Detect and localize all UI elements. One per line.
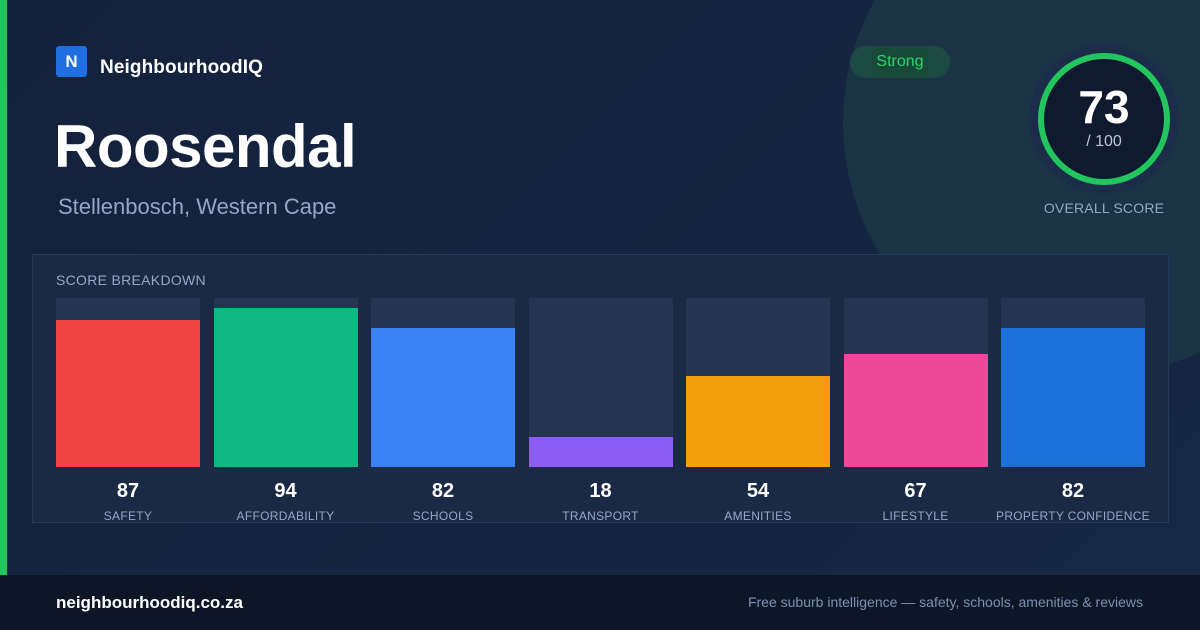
bar-fill bbox=[843, 354, 988, 467]
score-card: N NeighbourhoodIQ Roosendal Stellenbosch… bbox=[0, 0, 1200, 575]
breakdown-title: SCORE BREAKDOWN bbox=[56, 272, 206, 288]
breakdown-item-safety: 87 SAFETY bbox=[56, 298, 200, 523]
overall-score-ring: 73 / 100 bbox=[1029, 44, 1179, 194]
bar-value: 18 bbox=[589, 480, 612, 502]
bar-fill bbox=[1001, 328, 1145, 467]
breakdown-item-property-confidence: 82 PROPERTY CONFIDENCE bbox=[996, 298, 1150, 523]
rating-badge-label: Strong bbox=[876, 53, 924, 70]
bar-fill bbox=[686, 376, 830, 467]
bar-label: SAFETY bbox=[103, 509, 153, 523]
bar-fill bbox=[56, 320, 200, 467]
bar-label: AMENITIES bbox=[724, 509, 792, 523]
bar-label: SCHOOLS bbox=[412, 509, 474, 523]
bar-track bbox=[1001, 298, 1145, 467]
bar-value: 67 bbox=[904, 480, 927, 502]
overall-score-caption: OVERALL SCORE bbox=[1043, 200, 1165, 216]
score-ring-icon bbox=[1029, 44, 1179, 194]
bar-label: LIFESTYLE bbox=[882, 509, 949, 523]
breakdown-item-lifestyle: 67 LIFESTYLE bbox=[843, 298, 988, 523]
breakdown-item-amenities: 54 AMENITIES bbox=[686, 298, 830, 523]
bar-value: 82 bbox=[1061, 480, 1085, 502]
breakdown-item-affordability: 94 AFFORDABILITY bbox=[213, 298, 358, 523]
bar-track bbox=[528, 298, 673, 467]
footer-url: neighbourhoodiq.co.za bbox=[56, 593, 243, 612]
bar-fill bbox=[371, 328, 515, 467]
bar-fill bbox=[213, 308, 358, 467]
bar-label: TRANSPORT bbox=[562, 509, 639, 523]
rating-badge: Strong bbox=[850, 46, 950, 78]
brand-name: NeighbourhoodIQ bbox=[100, 57, 263, 78]
bar-label: PROPERTY CONFIDENCE bbox=[996, 509, 1150, 523]
score-breakdown-panel: SCORE BREAKDOWN 87 SAFETY 94 AFFORDABILITY 8… bbox=[32, 254, 1169, 523]
breakdown-item-transport: 18 TRANSPORT bbox=[528, 298, 673, 523]
suburb-region: Stellenbosch, Western Cape bbox=[58, 194, 337, 219]
bar-value: 54 bbox=[746, 480, 770, 502]
brand-logo-icon: N bbox=[56, 46, 87, 77]
bar-value: 82 bbox=[431, 480, 455, 502]
bar-track bbox=[56, 298, 200, 467]
footer: neighbourhoodiq.co.za Free suburb intell… bbox=[0, 575, 1200, 630]
score-ring-progress bbox=[1038, 53, 1170, 185]
bar-value: 87 bbox=[116, 480, 140, 502]
bar-fill bbox=[528, 437, 673, 467]
bar-label: AFFORDABILITY bbox=[236, 509, 335, 523]
footer-tagline: Free suburb intelligence — safety, schoo… bbox=[747, 594, 1143, 610]
bar-value: 94 bbox=[274, 480, 297, 502]
overall-score-value: 73 bbox=[1078, 81, 1130, 133]
bar-track bbox=[686, 298, 830, 467]
bar-track bbox=[371, 298, 515, 467]
suburb-name: Roosendal bbox=[54, 113, 357, 180]
bar-track bbox=[213, 298, 358, 467]
bar-track bbox=[843, 298, 988, 467]
accent-bar bbox=[0, 0, 7, 575]
breakdown-item-schools: 82 SCHOOLS bbox=[371, 298, 515, 523]
overall-score-max: / 100 bbox=[1086, 133, 1122, 150]
